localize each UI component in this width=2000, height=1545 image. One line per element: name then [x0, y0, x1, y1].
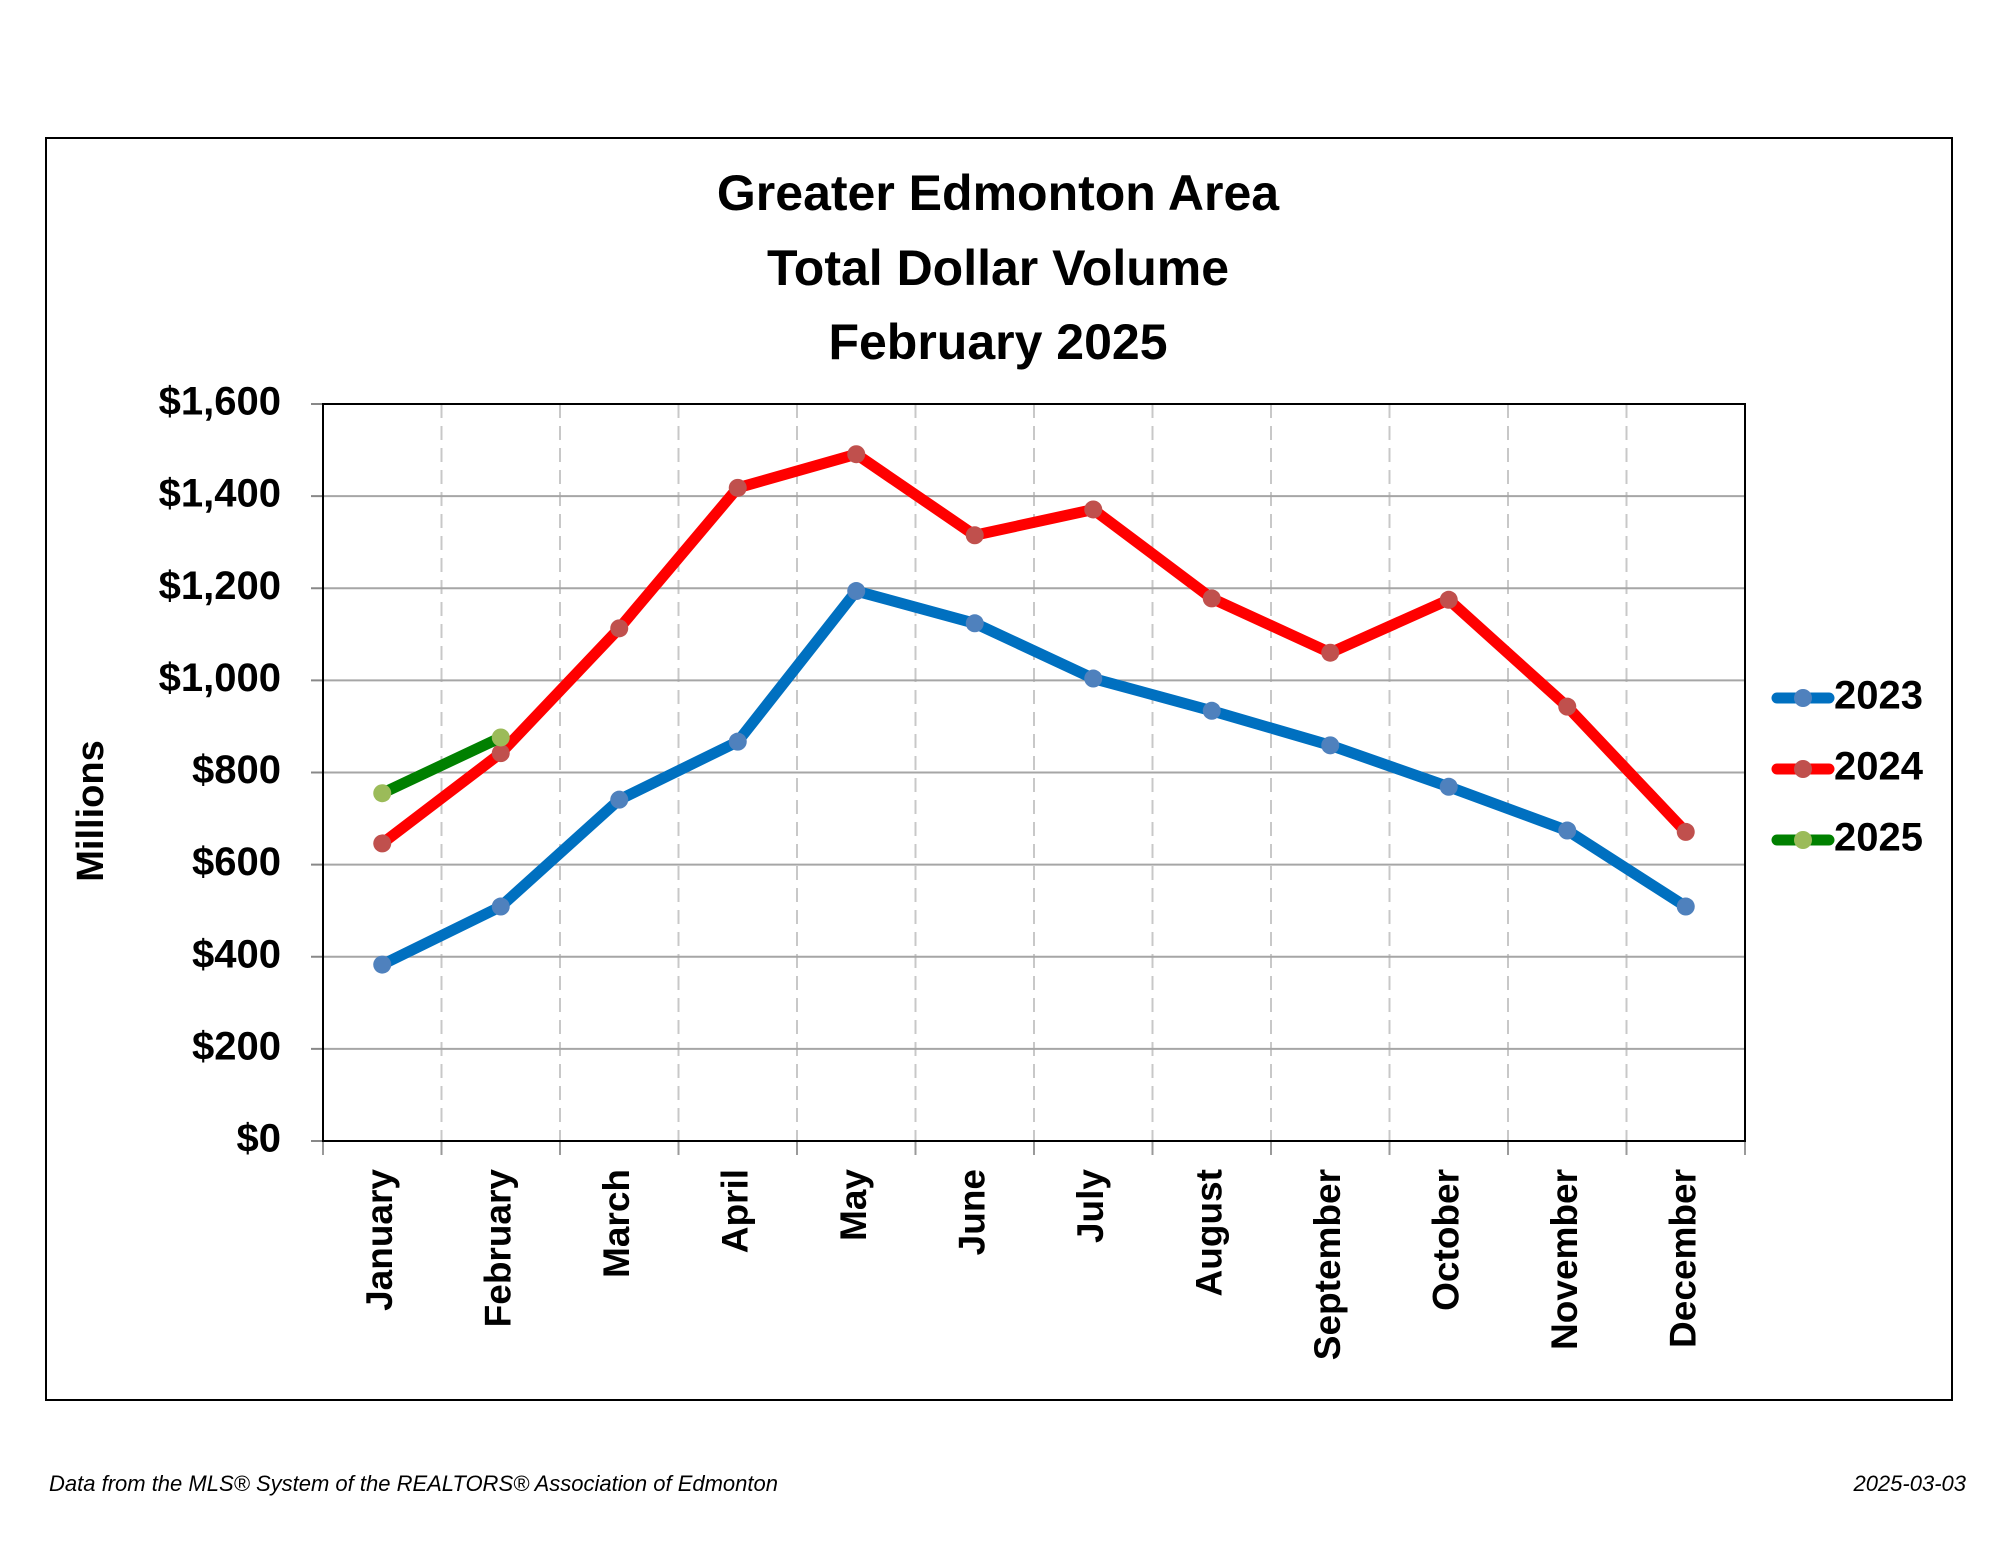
data-point	[373, 834, 392, 853]
footer-date: 2025-03-03	[1852, 1471, 1966, 1496]
y-tick-label: $800	[192, 748, 281, 792]
data-point	[491, 744, 510, 763]
chart-title: Total Dollar Volume	[767, 240, 1229, 296]
legend-label: 2024	[1834, 745, 1924, 789]
data-point	[728, 732, 747, 751]
x-tick-label: June	[952, 1169, 993, 1255]
data-point	[1676, 897, 1695, 916]
data-point	[1202, 701, 1221, 720]
data-point	[610, 619, 629, 638]
y-tick-label: $200	[192, 1024, 281, 1068]
data-point	[1439, 777, 1458, 796]
data-point	[965, 614, 984, 633]
footer-source: Data from the MLS® System of the REALTOR…	[49, 1471, 778, 1496]
y-tick-label: $1,000	[159, 656, 281, 700]
legend-marker	[1794, 760, 1812, 778]
x-tick-label: January	[359, 1169, 400, 1311]
data-point	[728, 478, 747, 497]
data-point	[1676, 822, 1695, 841]
data-point	[491, 897, 510, 916]
y-tick-label: $1,200	[159, 564, 281, 608]
data-point	[373, 955, 392, 974]
y-tick-label: $400	[192, 932, 281, 976]
series-line	[378, 448, 1690, 848]
legend-marker	[1794, 689, 1812, 707]
data-point	[1084, 500, 1103, 519]
data-point	[1084, 669, 1103, 688]
data-point	[373, 784, 392, 803]
x-tick-label: April	[715, 1169, 756, 1253]
x-tick-label: August	[1189, 1169, 1230, 1296]
x-tick-label: May	[833, 1169, 874, 1241]
legend-marker	[1794, 831, 1812, 849]
x-tick-label: November	[1544, 1169, 1585, 1350]
chart-title: February 2025	[828, 314, 1167, 370]
data-point	[847, 582, 866, 601]
legend-label: 2023	[1834, 674, 1923, 718]
data-point	[1321, 643, 1340, 662]
x-tick-label: February	[478, 1169, 519, 1328]
y-tick-label: $1,400	[159, 472, 281, 516]
y-tick-label: $0	[237, 1117, 282, 1161]
y-tick-label: $600	[192, 840, 281, 884]
x-tick-label: October	[1426, 1169, 1467, 1311]
plot-border	[322, 403, 1746, 1142]
data-point	[491, 728, 510, 747]
data-point	[1202, 589, 1221, 608]
series-line	[379, 585, 1689, 970]
data-point	[610, 790, 629, 809]
x-tick-label: December	[1663, 1169, 1704, 1348]
data-point	[1558, 697, 1577, 716]
data-point	[1439, 590, 1458, 609]
x-tick-label: September	[1307, 1169, 1348, 1360]
series-line	[379, 732, 504, 799]
x-tick-label: July	[1070, 1169, 1111, 1243]
data-point	[847, 445, 866, 464]
data-point	[965, 526, 984, 545]
data-point	[1321, 736, 1340, 755]
x-tick-label: March	[596, 1169, 637, 1278]
legend-label: 2025	[1834, 816, 1923, 860]
y-axis-label: Millions	[70, 740, 112, 881]
chart-title: Greater Edmonton Area	[717, 165, 1280, 221]
y-tick-label: $1,600	[159, 380, 281, 424]
data-point	[1558, 821, 1577, 840]
